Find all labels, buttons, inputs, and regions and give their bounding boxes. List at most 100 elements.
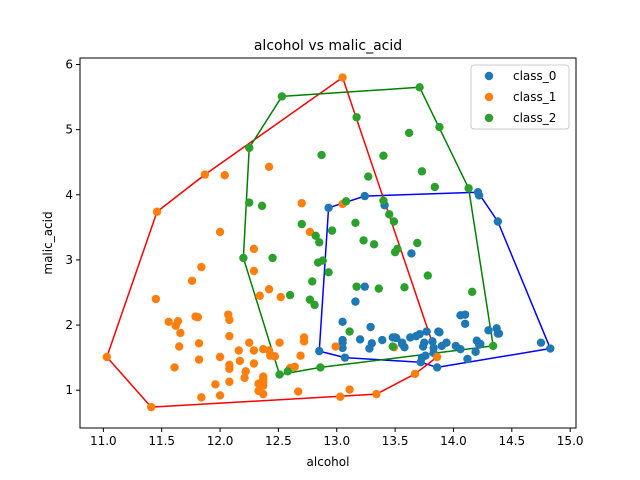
class_1-point — [171, 321, 180, 330]
class_2-point — [308, 277, 317, 286]
class_1-point — [187, 276, 197, 285]
class_1-point — [146, 402, 156, 412]
legend-marker-class_2 — [484, 113, 494, 123]
class_0-point — [473, 187, 483, 197]
class_2-point — [464, 184, 473, 193]
class_2-point — [268, 253, 277, 263]
class_1-point — [276, 292, 285, 302]
class_2-point — [352, 282, 361, 291]
class_2-point — [317, 150, 326, 160]
x-tick-label: 12.0 — [207, 434, 234, 448]
points-layer — [102, 73, 555, 412]
class_1-point — [215, 352, 225, 362]
class_1-point — [259, 374, 268, 384]
class_2-point — [316, 363, 325, 372]
class_2-point — [488, 341, 498, 351]
class_2-point — [245, 143, 254, 153]
class_1-point — [152, 207, 162, 216]
class_0-point — [435, 328, 444, 337]
class_1-point — [410, 369, 420, 379]
class_1-point — [297, 199, 306, 208]
class_1-point — [240, 373, 249, 383]
class_2-point — [400, 283, 409, 292]
class_1-point — [197, 393, 206, 402]
class_2-point — [430, 182, 439, 192]
x-tick-label: 14.0 — [440, 434, 467, 448]
class_1-point — [336, 392, 345, 401]
class_1-point — [191, 312, 200, 321]
class_0-point — [471, 347, 480, 356]
x-tick-label: 12.5 — [265, 434, 292, 448]
y-tick-label: 2 — [65, 318, 73, 332]
class_1-point — [176, 328, 185, 338]
class_2-point — [327, 226, 337, 235]
class_0-point — [422, 327, 431, 336]
class_2-point — [257, 201, 267, 211]
class_1-point — [345, 385, 354, 394]
class_1-point — [275, 338, 284, 347]
class_1-point — [264, 285, 274, 294]
y-tick-label: 6 — [65, 58, 73, 72]
class_2-point — [277, 92, 287, 101]
class_0-point — [338, 317, 347, 327]
class_2-point — [417, 167, 427, 176]
class_0-point — [411, 331, 421, 341]
class_0-point — [546, 344, 555, 353]
class_0-point — [460, 319, 470, 328]
x-tick-label: 13.0 — [323, 434, 350, 448]
class_0-point — [421, 351, 430, 360]
legend-label-class_0: class_0 — [513, 69, 556, 83]
y-tick-label: 1 — [65, 383, 73, 397]
class_2-point — [390, 247, 400, 257]
y-axis: 1 2 3 4 5 6 — [65, 58, 80, 397]
class_2-point — [364, 172, 373, 181]
class_2-point — [359, 236, 368, 245]
class_2-point — [379, 151, 388, 160]
x-tick-label: 11.5 — [148, 434, 175, 448]
class_2-point — [385, 210, 394, 219]
class_0-point — [340, 353, 350, 362]
class_1-point — [170, 363, 179, 372]
class_1-point — [164, 317, 173, 327]
legend: class_0 class_1 class_2 — [470, 64, 570, 130]
x-tick-label: 15.0 — [557, 434, 584, 448]
class_2-point — [435, 122, 444, 132]
class_0-point — [432, 363, 442, 372]
legend-marker-class_1 — [484, 92, 494, 102]
class_0-point — [338, 338, 347, 347]
class_0-point — [463, 354, 472, 364]
class_1-point — [151, 294, 161, 304]
class_0-point — [397, 338, 407, 347]
class_1-point — [259, 344, 268, 354]
class_0-point — [416, 358, 425, 367]
class_1-point — [249, 359, 259, 368]
class_1-point — [194, 355, 204, 364]
class_2-point — [351, 218, 360, 228]
class_1-point — [294, 387, 303, 396]
class_2-point — [324, 268, 333, 277]
class_0-point — [484, 326, 493, 335]
class_2-point — [305, 295, 315, 304]
class_1-point — [194, 339, 204, 348]
class_2-point — [283, 367, 292, 376]
class_2-point — [415, 83, 424, 92]
class_1-point — [266, 351, 275, 360]
class_1-point — [338, 73, 347, 82]
y-axis-label: malic_acid — [41, 211, 55, 274]
class_2-point — [341, 197, 351, 206]
class_1-point — [220, 171, 229, 180]
class_2-hull — [242, 86, 494, 376]
class_2-point — [352, 113, 361, 122]
class_0-point — [429, 343, 438, 353]
class_1-point — [225, 377, 234, 386]
legend-box — [470, 64, 570, 130]
class_1-point — [200, 170, 210, 179]
class_0-point — [315, 346, 324, 356]
class_2-point — [374, 284, 383, 293]
class_1-point — [241, 367, 250, 376]
class_2-point — [389, 217, 399, 226]
class_1-point — [215, 227, 225, 237]
y-tick-label: 5 — [65, 123, 73, 137]
class_2-point — [315, 238, 324, 247]
